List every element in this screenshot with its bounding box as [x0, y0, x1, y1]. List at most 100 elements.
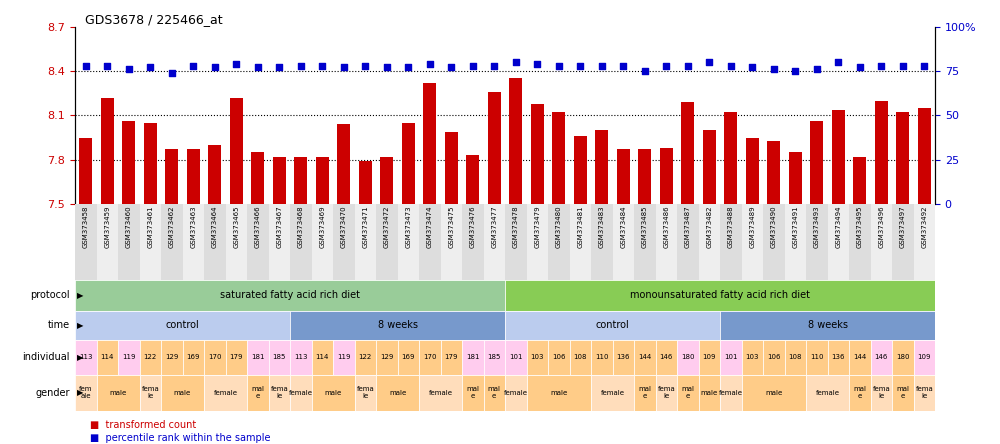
Bar [742, 340, 763, 375]
Text: GSM373486: GSM373486 [663, 206, 669, 248]
Bar [677, 375, 698, 411]
Text: GSM373489: GSM373489 [749, 206, 755, 248]
Text: GSM373468: GSM373468 [298, 206, 304, 248]
Bar [784, 340, 806, 375]
Bar [337, 124, 350, 204]
Text: 106: 106 [767, 354, 780, 361]
Bar [720, 375, 742, 411]
Text: GSM373479: GSM373479 [534, 206, 540, 248]
Bar [656, 340, 677, 375]
Text: male: male [389, 390, 406, 396]
Text: 170: 170 [423, 354, 436, 361]
Text: fem
ale: fem ale [79, 386, 92, 400]
Bar [144, 123, 157, 204]
Text: 181: 181 [466, 354, 480, 361]
Point [594, 62, 610, 69]
Bar [892, 375, 914, 411]
Bar [832, 110, 845, 204]
Bar [552, 112, 565, 204]
Text: 185: 185 [488, 354, 501, 361]
Bar [784, 204, 806, 280]
Bar [354, 340, 376, 375]
Point [572, 62, 588, 69]
Text: GSM373497: GSM373497 [900, 206, 906, 248]
Text: GSM373463: GSM373463 [190, 206, 196, 248]
Bar [526, 340, 548, 375]
Text: 122: 122 [144, 354, 157, 361]
Text: fema
le: fema le [915, 386, 933, 400]
Bar [570, 340, 591, 375]
Text: 110: 110 [810, 354, 824, 361]
Text: male: male [701, 390, 718, 396]
Bar [505, 204, 526, 280]
Bar [509, 79, 522, 204]
Bar [204, 375, 247, 411]
Bar [806, 375, 849, 411]
Bar [140, 204, 161, 280]
Text: 109: 109 [918, 354, 931, 361]
Text: GSM373490: GSM373490 [771, 206, 777, 248]
Text: ■  percentile rank within the sample: ■ percentile rank within the sample [90, 433, 270, 443]
Text: 180: 180 [896, 354, 910, 361]
Text: GSM373461: GSM373461 [147, 206, 153, 248]
Bar [505, 280, 935, 311]
Point [830, 59, 846, 66]
Text: mal
e: mal e [638, 386, 651, 400]
Bar [526, 204, 548, 280]
Bar [789, 152, 802, 204]
Bar [316, 157, 329, 204]
Bar [333, 340, 354, 375]
Bar [187, 150, 200, 204]
Point [400, 64, 416, 71]
Bar [763, 340, 784, 375]
Bar [118, 340, 140, 375]
Text: 170: 170 [208, 354, 222, 361]
Bar [226, 340, 247, 375]
Text: female: female [214, 390, 238, 396]
Text: male: male [109, 390, 127, 396]
Text: fema
le: fema le [270, 386, 288, 400]
Point [680, 62, 696, 69]
Bar [419, 340, 440, 375]
Point [336, 64, 352, 71]
Bar [828, 204, 849, 280]
Text: ■  transformed count: ■ transformed count [90, 420, 196, 430]
Bar [810, 121, 823, 204]
Bar [273, 157, 286, 204]
Bar [462, 375, 484, 411]
Bar [703, 130, 716, 204]
Bar [268, 204, 290, 280]
Point [486, 62, 502, 69]
Bar [376, 204, 398, 280]
Text: male: male [765, 390, 782, 396]
Bar [853, 157, 866, 204]
Bar [591, 204, 612, 280]
Point [314, 62, 330, 69]
Text: 108: 108 [788, 354, 802, 361]
Point [873, 62, 889, 69]
Text: GSM373491: GSM373491 [792, 206, 798, 248]
Bar [849, 340, 870, 375]
Bar [226, 204, 247, 280]
Text: GSM373482: GSM373482 [706, 206, 712, 248]
Text: 146: 146 [875, 354, 888, 361]
Text: 169: 169 [186, 354, 200, 361]
Bar [870, 340, 892, 375]
Point [723, 62, 739, 69]
Text: GSM373466: GSM373466 [255, 206, 261, 248]
Text: 119: 119 [337, 354, 351, 361]
Bar [402, 123, 415, 204]
Text: male: male [174, 390, 191, 396]
Point [250, 64, 266, 71]
Point [658, 62, 674, 69]
Bar [660, 148, 673, 204]
Bar [612, 204, 634, 280]
Text: GSM373484: GSM373484 [620, 206, 626, 248]
Bar [204, 204, 226, 280]
Bar [140, 375, 161, 411]
Point [443, 64, 459, 71]
Bar [398, 340, 419, 375]
Text: GSM373462: GSM373462 [169, 206, 175, 248]
Text: 110: 110 [595, 354, 608, 361]
Point [508, 59, 524, 66]
